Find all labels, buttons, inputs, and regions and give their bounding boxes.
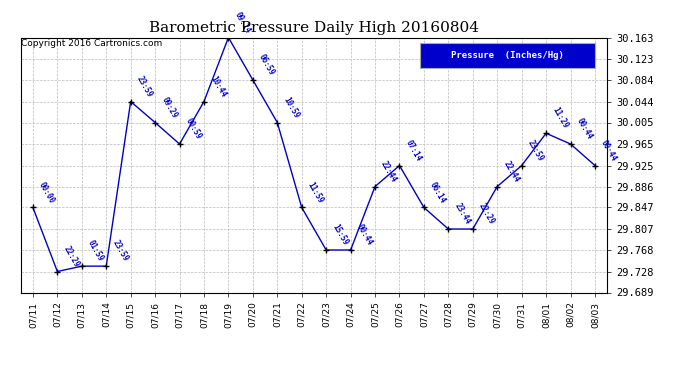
Text: 10:44: 10:44 (208, 74, 228, 99)
Text: 07:14: 07:14 (404, 138, 423, 163)
Text: 00:00: 00:00 (37, 180, 57, 205)
Text: 00:44: 00:44 (355, 223, 374, 247)
Text: 22:29: 22:29 (477, 202, 496, 226)
Text: 10:59: 10:59 (282, 95, 301, 120)
Text: 23:44: 23:44 (453, 202, 472, 226)
Text: 06:59: 06:59 (257, 53, 277, 77)
Text: 00:44: 00:44 (575, 117, 594, 141)
Title: Barometric Pressure Daily High 20160804: Barometric Pressure Daily High 20160804 (149, 21, 479, 35)
Text: 00:59: 00:59 (184, 117, 203, 141)
Text: 01:59: 01:59 (86, 239, 106, 263)
Text: 23:59: 23:59 (135, 74, 154, 99)
Text: 22:29: 22:29 (61, 244, 81, 269)
Text: 23:59: 23:59 (110, 239, 130, 263)
Text: Copyright 2016 Cartronics.com: Copyright 2016 Cartronics.com (21, 39, 162, 48)
Text: 09:29: 09:29 (159, 95, 179, 120)
Text: 15:59: 15:59 (331, 223, 350, 247)
Text: 09:14: 09:14 (233, 10, 252, 35)
Text: 06:14: 06:14 (428, 180, 447, 205)
Text: 22:44: 22:44 (380, 159, 399, 184)
Text: 11:29: 11:29 (550, 106, 570, 130)
Text: 23:59: 23:59 (526, 138, 545, 163)
Text: 11:59: 11:59 (306, 180, 325, 205)
Text: 00:44: 00:44 (599, 138, 618, 163)
Text: 22:44: 22:44 (502, 159, 521, 184)
